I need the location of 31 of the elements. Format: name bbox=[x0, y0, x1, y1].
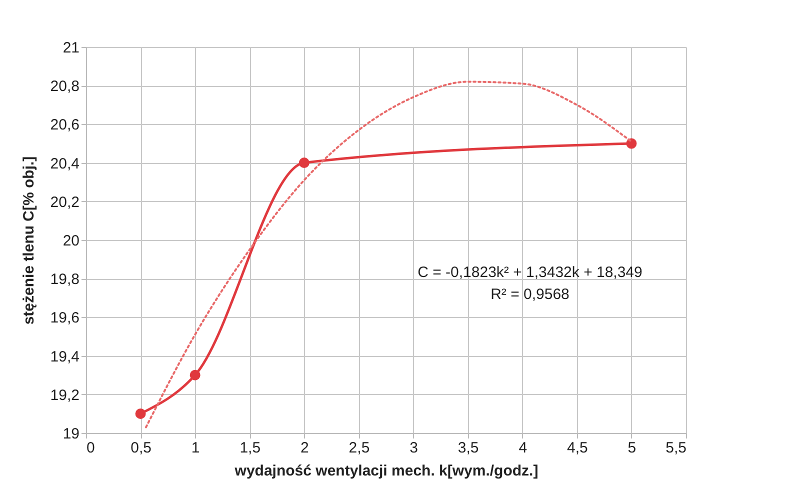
point bbox=[190, 370, 200, 380]
y-tick-label: 19 bbox=[62, 426, 80, 442]
y-tick-label: 20 bbox=[62, 232, 80, 250]
point bbox=[626, 138, 637, 149]
x-tick-label: 5,5 bbox=[666, 440, 686, 456]
x-tick-label: 5 bbox=[628, 440, 636, 456]
annotation: C = -0,1823k² + 1,3432k + 18,349 bbox=[418, 264, 642, 281]
y-tick-label: 21 bbox=[62, 40, 80, 56]
y-tick-label: 19,6 bbox=[50, 310, 80, 327]
x-tick-label: 3,5 bbox=[458, 440, 479, 456]
y-tick-label: 19,4 bbox=[50, 348, 80, 366]
x-tick-label: 0,5 bbox=[130, 440, 152, 456]
y-tick-label: 20,2 bbox=[50, 194, 80, 211]
x-tick-label: 1,5 bbox=[240, 440, 261, 456]
x-tick-label: 2,5 bbox=[348, 440, 370, 456]
y-tick-label: 20,6 bbox=[50, 116, 80, 134]
x-tick-label: 0 bbox=[86, 440, 95, 456]
y-tick-label: 20,4 bbox=[50, 155, 80, 172]
y-tick-label: 19,8 bbox=[50, 271, 80, 288]
point bbox=[298, 158, 310, 168]
x-tick-label: 4,5 bbox=[566, 440, 588, 456]
x-tick-label: 3 bbox=[410, 440, 418, 456]
x-tick-label: 1 bbox=[191, 440, 200, 456]
annotation: R² = 0,9568 bbox=[490, 286, 570, 303]
x-tick-label: 4 bbox=[518, 440, 528, 456]
x-tick-label: 2 bbox=[300, 440, 309, 456]
y-tick-label: 19,2 bbox=[50, 386, 80, 404]
y-tick-label: 20,8 bbox=[50, 78, 80, 96]
point bbox=[135, 408, 146, 419]
x-axis-title: wydajność wentylacji mech. k[wym./godz.] bbox=[234, 462, 538, 480]
y-axis-title: stężenie tlenu C[% obj.] bbox=[20, 156, 38, 325]
